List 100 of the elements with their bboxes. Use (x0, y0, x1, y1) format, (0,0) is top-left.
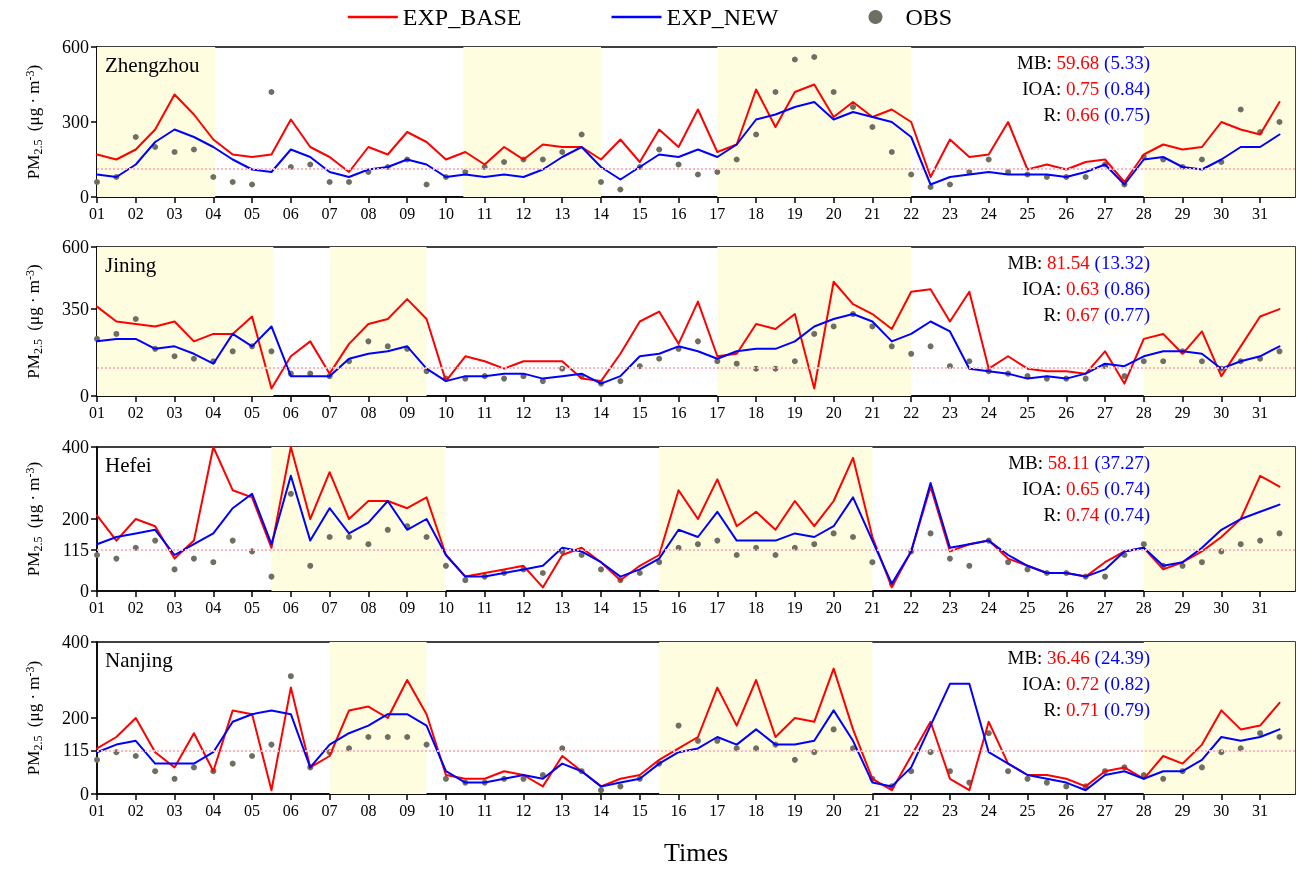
x-tick-label: 23 (941, 204, 958, 222)
x-tick-label: 09 (399, 598, 416, 616)
x-tick-label: 24 (980, 403, 997, 421)
annotation: R: 0.67 (0.77) (1043, 304, 1150, 326)
y-tick-label: 0 (80, 784, 89, 804)
x-tick-label: 21 (864, 801, 881, 819)
x-tick-label: 29 (1174, 403, 1191, 421)
x-tick-label: 08 (360, 801, 377, 819)
x-tick-label: 23 (941, 801, 958, 819)
y-axis-title: PM2.5 (μg · m-3) (22, 461, 45, 577)
x-tick-label: 09 (399, 204, 416, 222)
x-tick-label: 21 (864, 403, 881, 421)
x-tick-label: 25 (1019, 801, 1036, 819)
x-tick-label: 04 (205, 801, 222, 819)
x-tick-label: 07 (321, 801, 338, 819)
x-tick-label: 19 (786, 598, 803, 616)
x-tick-label: 18 (748, 598, 765, 616)
x-tick-label: 14 (593, 403, 610, 421)
x-tick-label: 24 (980, 801, 997, 819)
x-tick-label: 15 (631, 801, 648, 819)
x-tick-label: 30 (1213, 204, 1230, 222)
x-tick-label: 06 (282, 598, 299, 616)
x-tick-label: 26 (1058, 801, 1075, 819)
x-tick-label: 17 (709, 598, 726, 616)
x-tick-label: 24 (980, 598, 997, 616)
x-axis-title: Times (663, 837, 729, 867)
x-tick-label: 20 (825, 403, 842, 421)
x-tick-label: 19 (786, 204, 803, 222)
x-tick-label: 30 (1213, 598, 1230, 616)
x-tick-label: 01 (89, 598, 105, 616)
x-tick-label: 09 (399, 801, 416, 819)
line-series (96, 474, 1281, 585)
x-tick-label: 17 (709, 204, 726, 222)
x-tick-label: 27 (1097, 801, 1114, 819)
x-tick-label: 12 (515, 801, 532, 819)
annotation: MB: 59.68 (5.33) (1017, 52, 1150, 74)
x-tick-label: 16 (670, 801, 687, 819)
x-tick-label: 27 (1097, 204, 1114, 222)
y-tick-label: 0 (80, 581, 89, 601)
x-tick-label: 22 (903, 403, 920, 421)
y-tick-label: 300 (62, 112, 89, 132)
x-tick-label: 07 (321, 403, 338, 421)
y-tick-label: 0 (80, 187, 89, 207)
x-tick-label: 11 (477, 403, 493, 421)
x-tick-label: 23 (941, 403, 958, 421)
x-tick-label: 12 (515, 598, 532, 616)
x-tick-label: 03 (166, 598, 183, 616)
x-tick-label: 02 (127, 801, 144, 819)
x-tick-label: 06 (282, 204, 299, 222)
x-tick-label: 08 (360, 204, 377, 222)
x-tick-label: 24 (980, 204, 997, 222)
chart-title: Hefei (105, 452, 152, 477)
x-tick-label: 13 (554, 598, 571, 616)
x-tick-label: 14 (593, 598, 610, 616)
x-tick-label: 01 (89, 801, 105, 819)
y-tick-label: 600 (62, 237, 89, 257)
x-tick-label: 11 (477, 204, 493, 222)
x-tick-label: 28 (1135, 204, 1152, 222)
x-tick-label: 12 (515, 403, 532, 421)
annotation: IOA: 0.75 (0.84) (1022, 78, 1150, 100)
chart-title: Jining (105, 252, 157, 277)
x-tick-label: 17 (709, 801, 726, 819)
annotation: R: 0.66 (0.75) (1043, 104, 1150, 126)
chart-title: Zhengzhou (105, 52, 200, 77)
annotation: MB: 58.11 (37.27) (1008, 452, 1150, 474)
x-tick-label: 31 (1252, 598, 1269, 616)
annotation: IOA: 0.63 (0.86) (1022, 278, 1150, 300)
y-axis-title: PM2.5 (μg · m-3) (22, 64, 45, 180)
x-tick-label: 26 (1058, 403, 1075, 421)
x-tick-label: 03 (166, 801, 183, 819)
x-tick-label: 20 (825, 801, 842, 819)
x-tick-label: 05 (244, 204, 261, 222)
legend-label: EXP_NEW (666, 4, 779, 30)
x-tick-label: 30 (1213, 801, 1230, 819)
annotation: R: 0.74 (0.74) (1043, 504, 1150, 526)
x-tick-label: 22 (903, 598, 920, 616)
x-tick-label: 11 (477, 801, 493, 819)
x-tick-label: 10 (437, 204, 454, 222)
line-series (96, 280, 1281, 390)
x-tick-label: 15 (631, 403, 648, 421)
x-tick-label: 18 (748, 204, 765, 222)
y-tick-label: 0 (80, 386, 89, 406)
x-tick-label: 22 (903, 204, 920, 222)
annotation: MB: 36.46 (24.39) (1007, 647, 1150, 669)
x-tick-label: 04 (205, 403, 222, 421)
x-tick-label: 13 (554, 403, 571, 421)
x-tick-label: 06 (282, 403, 299, 421)
x-tick-label: 20 (825, 598, 842, 616)
x-tick-label: 13 (554, 204, 571, 222)
legend-label: OBS (905, 4, 953, 30)
x-tick-label: 08 (360, 403, 377, 421)
x-tick-label: 07 (321, 204, 338, 222)
x-tick-label: 25 (1019, 403, 1036, 421)
x-tick-label: 14 (593, 204, 610, 222)
x-tick-label: 10 (437, 801, 454, 819)
x-tick-label: 15 (631, 204, 648, 222)
annotation: MB: 81.54 (13.32) (1007, 252, 1150, 274)
y-axis-title: PM2.5 (μg · m-3) (22, 264, 45, 379)
x-tick-label: 27 (1097, 598, 1114, 616)
annotation: IOA: 0.72 (0.82) (1022, 673, 1150, 695)
